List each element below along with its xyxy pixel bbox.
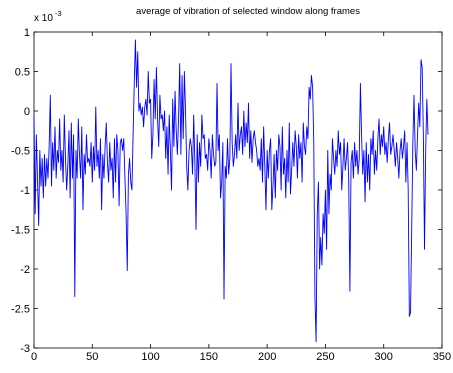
y-tick-label: 1 [24, 27, 30, 39]
y-tick-label: -1 [20, 185, 30, 197]
y-tick-label: -2.5 [11, 304, 30, 316]
y-exponent-label: x 10 -3 [34, 9, 62, 24]
x-tick-label: 350 [433, 351, 451, 363]
y-tick-label: -3 [20, 343, 30, 355]
x-tick-label: 200 [258, 351, 276, 363]
x-tick-label: 100 [141, 351, 159, 363]
y-tick-label: -0.5 [11, 146, 30, 158]
chart-title: average of vibration of selected window … [136, 6, 360, 17]
y-axis: 1 0.5 0 -0.5 -1 -1.5 -2 -2.5 -3 [11, 27, 442, 355]
series-group [33, 39, 429, 343]
x-tick-label: 50 [86, 351, 98, 363]
y-tick-label: -2 [20, 264, 30, 276]
x-axis: 0 50 100 150 200 250 300 350 [31, 32, 451, 363]
x-tick-label: 150 [200, 351, 218, 363]
y-tick-label: 0 [24, 106, 30, 118]
y-tick-label: 0.5 [15, 67, 30, 79]
plot-area [33, 31, 443, 349]
y-tick-label: -1.5 [11, 225, 30, 237]
x-tick-label: 300 [375, 351, 393, 363]
y-exponent-power: -3 [55, 9, 62, 18]
y-exponent-base: x 10 [34, 13, 53, 24]
x-tick-label: 250 [316, 351, 334, 363]
x-tick-label: 0 [31, 351, 37, 363]
series-line [33, 39, 429, 343]
